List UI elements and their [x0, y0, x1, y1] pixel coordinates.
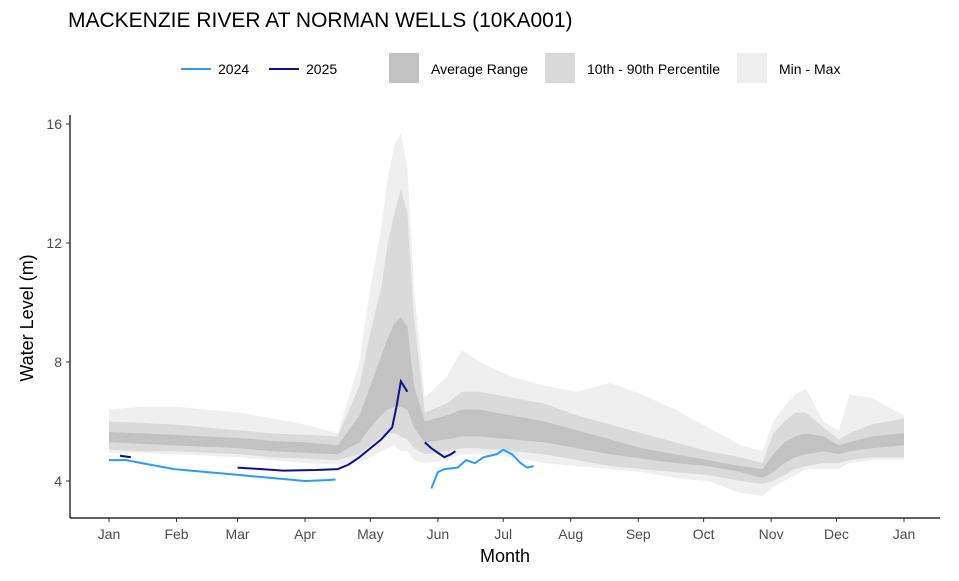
bands — [109, 132, 904, 496]
x-tick-label: Jan — [893, 526, 916, 542]
series-line-2025 — [119, 454, 131, 459]
legend: 2024 2025 Average Range 10th - 90th Percent… — [181, 53, 840, 83]
y-tick-label: 4 — [54, 473, 62, 489]
y-tick-label: 8 — [54, 354, 62, 370]
x-axis-label: Month — [480, 546, 530, 566]
x-tick-label: Aug — [558, 526, 583, 542]
legend-swatch-band — [737, 53, 767, 83]
x-tick-label: Dec — [824, 526, 849, 542]
x-tick-label: Mar — [225, 526, 249, 542]
x-tick-label: Apr — [294, 526, 316, 542]
y-axis-label: Water Level (m) — [17, 254, 37, 381]
legend-label-2024: 2024 — [218, 61, 249, 77]
legend-swatch-band — [545, 53, 575, 83]
x-tick-label: Nov — [759, 526, 784, 542]
legend-label-band: Average Range — [431, 61, 528, 77]
x-tick-label: Jun — [427, 526, 450, 542]
chart-title: MACKENZIE RIVER AT NORMAN WELLS (10KA001… — [68, 9, 573, 32]
x-tick-label: Sep — [626, 526, 651, 542]
legend-label-band: Min - Max — [779, 61, 840, 77]
series-line-2024 — [430, 448, 534, 489]
series-line-2025 — [424, 441, 456, 459]
x-tick-label: Jul — [494, 526, 512, 542]
y-tick-label: 16 — [46, 116, 62, 132]
x-tick-label: Feb — [164, 526, 188, 542]
x-tick-label: Jan — [98, 526, 121, 542]
legend-swatch-band — [389, 53, 419, 83]
y-tick-label: 12 — [46, 235, 62, 251]
legend-label-band: 10th - 90th Percentile — [587, 61, 720, 77]
series-line-2024 — [109, 459, 336, 483]
series-lines — [109, 378, 534, 489]
legend-label-2025: 2025 — [306, 61, 337, 77]
ticks: 4 8 12 16 Jan Feb Mar Apr May Jun Jul Aug Sep Oct Nov D… — [46, 116, 915, 542]
x-tick-label: Oct — [693, 526, 715, 542]
series-line-2025 — [237, 378, 409, 472]
x-tick-label: May — [357, 526, 383, 542]
